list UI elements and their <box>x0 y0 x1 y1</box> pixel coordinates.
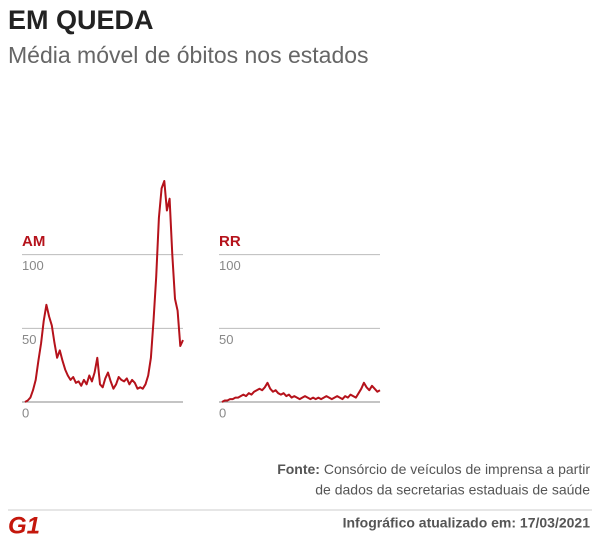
panel-title: AM <box>22 233 45 250</box>
source-label: Fonte: <box>277 461 320 477</box>
source-line: Consórcio de veículos de imprensa a part… <box>324 461 590 477</box>
source: Fonte: Consórcio de veículos de imprensa… <box>277 461 590 477</box>
data-line <box>221 381 381 403</box>
logo: G1 <box>8 512 40 539</box>
y-tick-label: 50 <box>219 332 233 347</box>
source-line: de dados da secretarias estaduais de saú… <box>315 482 590 498</box>
y-tick-label: 50 <box>22 332 36 347</box>
updated: Infográfico atualizado em: 17/03/2021 <box>343 515 591 531</box>
title: EM QUEDA <box>8 5 154 35</box>
y-tick-label: 100 <box>219 258 241 273</box>
y-tick-label: 0 <box>219 405 226 420</box>
y-tick-label: 0 <box>22 405 29 420</box>
subtitle: Média móvel de óbitos nos estados <box>8 42 369 68</box>
data-line <box>24 180 184 403</box>
y-tick-label: 100 <box>22 258 44 273</box>
panel-title: RR <box>219 233 241 250</box>
